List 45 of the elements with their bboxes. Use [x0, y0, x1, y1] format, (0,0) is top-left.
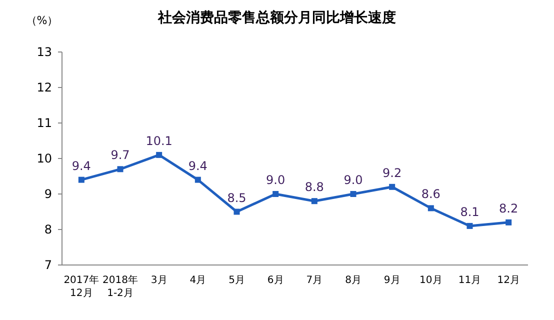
x-tick-label: 5月 — [228, 275, 245, 286]
x-tick-label: 2018年 1-2月 — [102, 274, 138, 299]
x-tick-label: 8月 — [345, 275, 362, 286]
y-tick-label: 9 — [44, 187, 52, 202]
chart-title: 社会消费品零售总额分月同比增长速度 — [157, 9, 396, 26]
y-tick-label: 10 — [36, 152, 52, 166]
x-tick-label: 10月 — [420, 275, 442, 286]
data-label: 8.8 — [304, 180, 324, 194]
x-tick-label: 7月 — [306, 275, 323, 286]
x-tick-label: 6月 — [267, 275, 284, 286]
x-tick-label: 3月 — [150, 275, 168, 286]
y-tick-label: 11 — [36, 116, 52, 130]
data-label: 8.1 — [460, 204, 480, 219]
point — [506, 219, 512, 226]
point — [156, 152, 162, 158]
point — [428, 205, 434, 212]
data-label: 8.2 — [499, 201, 518, 216]
data-label: 9.0 — [344, 173, 363, 187]
point — [389, 184, 396, 190]
y-axis-title: （%） — [26, 14, 58, 27]
data-label: 10.1 — [146, 134, 172, 148]
point — [234, 208, 240, 215]
data-label: 9.2 — [382, 166, 402, 180]
x-tick-label: 12月 — [497, 275, 520, 286]
data-label: 9.0 — [266, 173, 286, 187]
x-tick-label: 2017年 12月 — [64, 274, 100, 299]
point — [117, 166, 124, 172]
point — [194, 176, 201, 183]
x-tick-label: 9月 — [384, 275, 400, 286]
point — [78, 176, 84, 183]
point — [350, 191, 356, 197]
point — [311, 198, 318, 204]
data-label: 9.4 — [72, 158, 91, 173]
data-label: 9.7 — [110, 148, 130, 162]
x-tick-label: 4月 — [190, 275, 206, 286]
y-tick-label: 12 — [36, 80, 52, 95]
x-tick-label: 11月 — [458, 275, 482, 286]
data-label: 8.5 — [227, 190, 246, 205]
data-label: 9.4 — [188, 158, 208, 173]
y-tick-label: 7 — [44, 258, 52, 272]
point — [272, 191, 279, 197]
y-tick-label: 13 — [36, 45, 52, 60]
point — [466, 222, 473, 229]
data-label: 8.6 — [421, 187, 440, 202]
y-tick-label: 8 — [44, 222, 52, 237]
